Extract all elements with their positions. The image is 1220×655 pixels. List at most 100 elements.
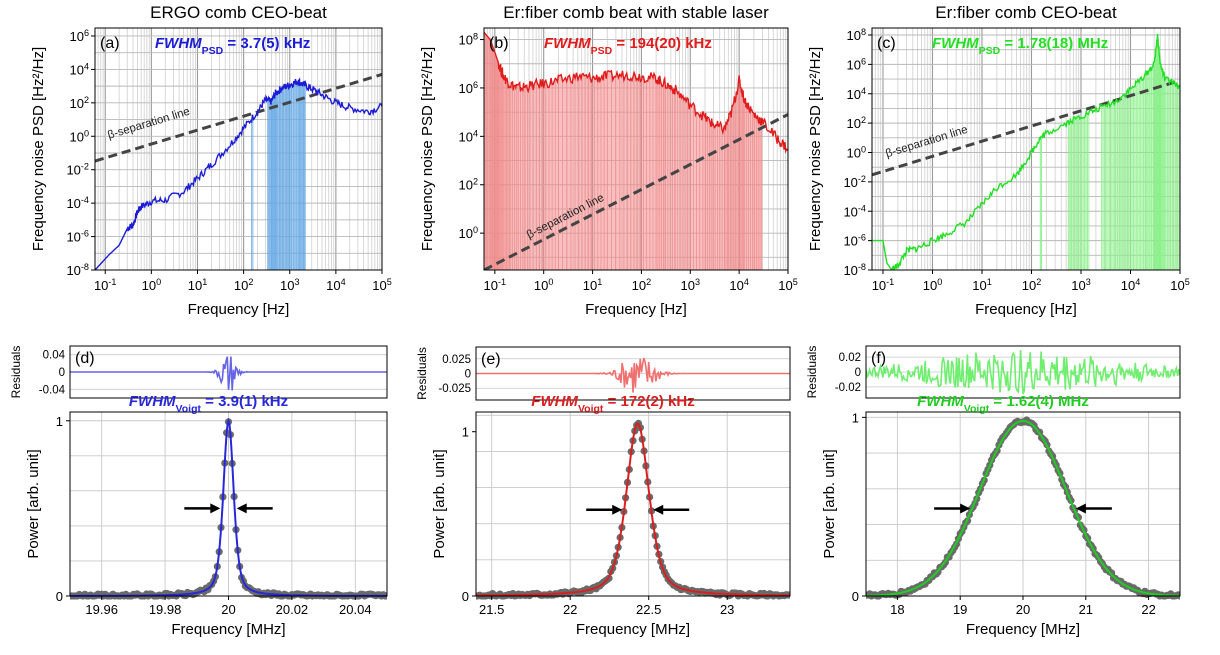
psd-series-line — [484, 31, 788, 154]
y-tick-label: 104 — [69, 61, 89, 77]
fwhm-arrowhead-right — [236, 503, 247, 514]
shaded-band — [251, 114, 254, 270]
fwhm-annotation: FWHMPSD = 194(20) kHz — [544, 35, 712, 57]
shaded-band — [484, 32, 762, 270]
fwhm-annotation: FWHMPSD = 1.78(18) MHz — [932, 35, 1108, 57]
residual-tick-label: -0.02 — [835, 382, 861, 394]
residual-tick-label: -0.025 — [438, 383, 471, 395]
fwhm-arrowhead-right — [653, 504, 664, 515]
x-tick-base: 10 — [729, 278, 743, 293]
fwhm-main: FWHM — [155, 35, 202, 52]
x-tick-exp: 4 — [1135, 277, 1140, 287]
x-tick-label: 10-1 — [94, 277, 117, 293]
y-tick-label: 10-8 — [843, 262, 866, 278]
x-tick-base: 10 — [142, 278, 156, 293]
y-tick-base: 10 — [843, 234, 857, 249]
fwhm-arrowhead-left — [960, 503, 971, 514]
y-tick-exp: 4 — [861, 86, 866, 96]
y-tick-label: 106 — [458, 80, 478, 96]
x-tick-label: 101 — [972, 277, 992, 293]
y-tick-label: 10-6 — [843, 233, 866, 249]
x-tick-base: 10 — [1071, 278, 1085, 293]
beta-separation-line — [872, 79, 1180, 177]
x-tick-base: 10 — [280, 278, 294, 293]
plot-area — [95, 73, 382, 270]
y-axis-label: Frequency noise PSD [Hz²/Hz] — [30, 47, 47, 251]
x-tick-exp: 4 — [341, 277, 346, 287]
x-tick-exp: -1 — [108, 277, 116, 287]
x-tick-base: 10 — [872, 278, 886, 293]
lineshape-panel-d: 0.04 0 -0.04 Residuals (d) 19.96 19.98 20 20.02 2… — [9, 345, 388, 638]
y-tick-label: 108 — [846, 27, 866, 43]
y-tick-label: 102 — [458, 177, 478, 193]
residual-area — [866, 350, 1180, 395]
x-tick-base: 10 — [1170, 278, 1184, 293]
residual-frame — [69, 345, 388, 399]
y-tick-label: 10-4 — [843, 203, 866, 219]
plot-frame — [94, 27, 383, 271]
x-tick-exp: 5 — [793, 277, 798, 287]
y-tick-exp: -8 — [81, 262, 89, 272]
y-tick-exp: 6 — [84, 28, 89, 38]
x-tick-label: 21.5 — [479, 602, 504, 617]
x-tick-exp: 5 — [1185, 277, 1190, 287]
psd-series-line — [95, 77, 382, 270]
y-tick-base: 10 — [846, 116, 860, 131]
fwhm-value: = 194(20) kHz — [612, 35, 712, 52]
x-tick-label: 20.04 — [339, 602, 372, 617]
fwhm-main: FWHM — [917, 393, 964, 410]
x-tick-base: 10 — [1022, 278, 1036, 293]
x-tick-exp: 2 — [248, 277, 253, 287]
y-tick-base: 10 — [458, 129, 472, 144]
y-tick-label: 0 — [56, 589, 63, 604]
y-tick-exp: 0 — [84, 128, 89, 138]
residuals-label: Residuals — [9, 346, 23, 399]
y-tick-exp: 4 — [84, 61, 89, 71]
y-tick-exp: -4 — [858, 203, 866, 213]
x-tick-exp: 0 — [156, 277, 161, 287]
x-tick-exp: 3 — [294, 277, 299, 287]
beta-separation-line — [484, 113, 788, 270]
y-tick-exp: -2 — [858, 174, 866, 184]
y-tick-exp: -6 — [858, 233, 866, 243]
fwhm-value: = 1.78(18) MHz — [1000, 35, 1108, 52]
y-tick-label: 1 — [56, 414, 63, 429]
x-tick-base: 10 — [94, 278, 108, 293]
panel-label: (e) — [481, 351, 501, 368]
x-tick-base: 10 — [972, 278, 986, 293]
x-tick-label: 19 — [953, 602, 967, 617]
y-tick-label: 10-4 — [66, 195, 89, 211]
panel-label: (a) — [100, 35, 120, 52]
y-tick-base: 10 — [843, 263, 857, 278]
y-tick-base: 10 — [66, 230, 80, 245]
y-tick-exp: 6 — [861, 56, 866, 66]
y-tick-base: 10 — [846, 57, 860, 72]
y-tick-base: 10 — [846, 146, 860, 161]
panel-label: (b) — [489, 35, 509, 52]
y-tick-label: 1 — [852, 410, 859, 425]
y-tick-label: 10-2 — [66, 162, 89, 178]
x-axis-label: Frequency [MHz] — [966, 621, 1080, 638]
y-axis-label: Frequency noise PSD [Hz²/Hz] — [419, 47, 436, 251]
panel-title: ERGO comb CEO-beat — [150, 3, 327, 22]
y-tick-base: 10 — [458, 178, 472, 193]
x-tick-exp: -1 — [498, 277, 506, 287]
residual-tick-label: 0.02 — [839, 352, 861, 364]
y-tick-label: 102 — [69, 95, 89, 111]
x-axis-label: Frequency [MHz] — [171, 621, 285, 638]
x-tick-exp: 1 — [202, 277, 207, 287]
residuals-label: Residuals — [415, 347, 429, 400]
lineshape-panels: 0.04 0 -0.04 Residuals (d) 19.96 19.98 20 20.02 2… — [9, 345, 1181, 638]
x-tick-label: 104 — [729, 277, 749, 293]
y-tick-exp: -8 — [858, 262, 866, 272]
residual-frame — [865, 345, 1181, 399]
x-tick-exp: 3 — [695, 277, 700, 287]
fit-line — [476, 422, 790, 597]
main-area — [70, 412, 387, 600]
y-tick-exp: 2 — [84, 95, 89, 105]
x-tick-exp: 4 — [744, 277, 749, 287]
lineshape-panel-f: 0.02 0 -0.02 Residuals (f) 18 19 20 21 22 0 1 FWHMVo… — [805, 345, 1181, 638]
fwhm-main: FWHM — [129, 393, 176, 410]
x-tick-label: 104 — [326, 277, 346, 293]
